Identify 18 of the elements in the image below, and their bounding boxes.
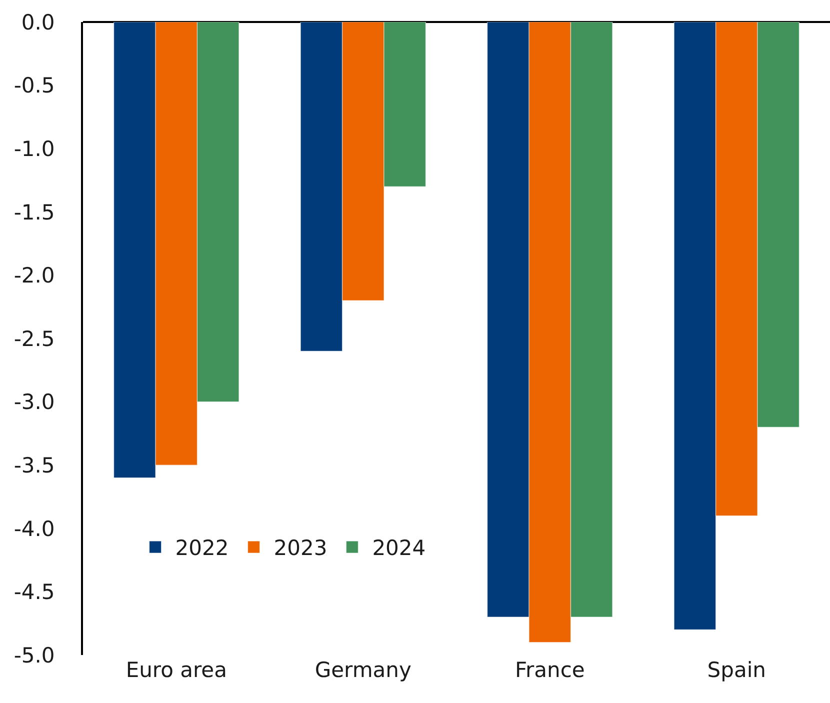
y-tick-label: -4.5	[14, 580, 55, 604]
x-tick-label: Euro area	[126, 658, 227, 682]
x-tick-label: Germany	[314, 658, 412, 682]
y-tick-label: -5.0	[14, 643, 55, 668]
y-tick-label: -4.0	[14, 516, 55, 541]
legend-label: 2024	[372, 536, 426, 560]
x-tick-label: Spain	[707, 658, 766, 682]
y-tick-label: -2.5	[14, 326, 55, 351]
y-tick-label: -2.0	[14, 264, 55, 288]
y-tick-label: -0.5	[14, 74, 55, 98]
y-tick-label: -1.0	[14, 136, 55, 161]
y-tick-label: -3.5	[14, 453, 55, 478]
y-tick-label: 0.0	[21, 10, 55, 34]
x-tick-label: France	[514, 658, 585, 682]
y-tick-label: -1.5	[14, 200, 55, 224]
y-tick-label: -3.0	[14, 390, 55, 414]
legend-label: 2023	[274, 536, 328, 560]
legend-label: 2022	[175, 536, 229, 560]
